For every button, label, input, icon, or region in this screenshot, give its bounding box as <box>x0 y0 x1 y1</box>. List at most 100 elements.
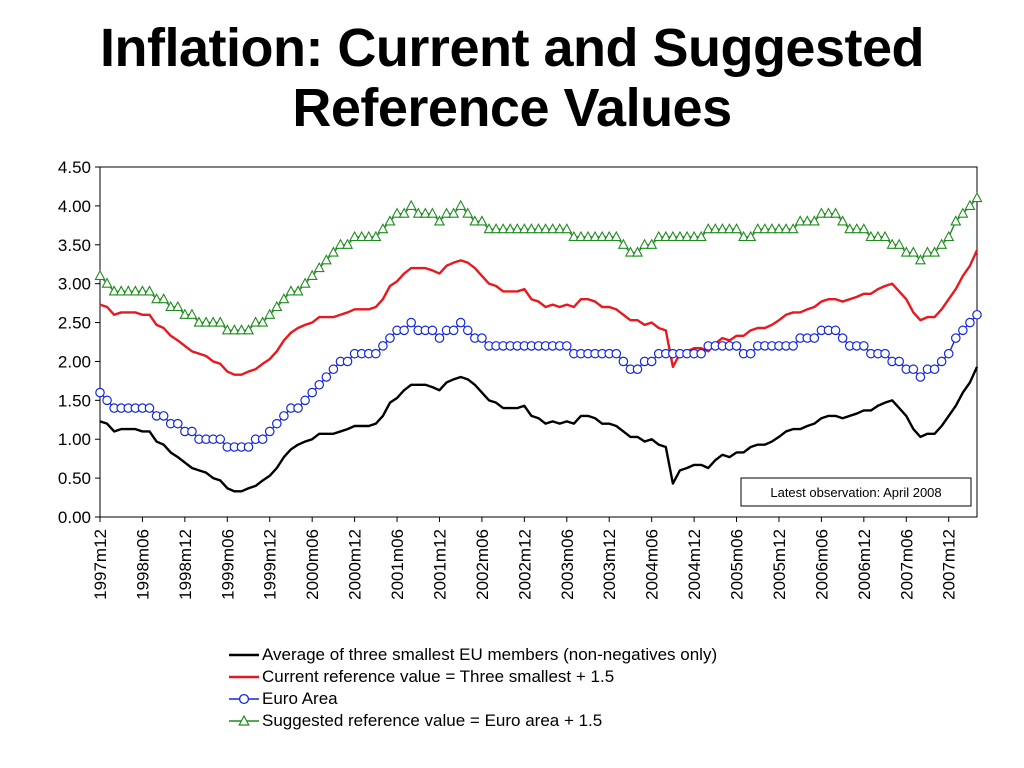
legend-entry: Current reference value = Three smallest… <box>228 666 717 688</box>
data-point <box>568 230 580 242</box>
x-tick-label: 1998m12 <box>176 529 195 600</box>
x-tick-label: 2007m12 <box>940 529 959 600</box>
data-point <box>900 246 912 257</box>
data-point <box>504 223 516 234</box>
data-point <box>391 207 403 218</box>
data-point <box>469 215 481 226</box>
data-point <box>653 230 665 242</box>
data-point <box>611 348 622 359</box>
data-point <box>221 324 233 335</box>
data-point <box>172 418 183 429</box>
data-point <box>929 246 941 257</box>
data-point <box>893 238 905 249</box>
data-point <box>554 223 566 234</box>
data-point <box>342 356 353 367</box>
y-tick-label: 4.00 <box>58 197 91 216</box>
data-point <box>950 215 962 226</box>
x-tick-label: 2005m06 <box>728 529 747 600</box>
annotation-box <box>740 477 972 507</box>
data-point <box>200 316 212 327</box>
data-point <box>94 269 106 280</box>
data-point <box>950 333 961 343</box>
data-point <box>293 403 303 413</box>
data-point <box>186 308 198 319</box>
data-point <box>187 426 197 437</box>
x-tick-label: 2001m06 <box>388 529 407 600</box>
data-point <box>794 215 806 226</box>
data-point <box>865 230 877 242</box>
data-point <box>618 356 629 367</box>
data-point <box>257 434 268 445</box>
data-point <box>965 317 975 328</box>
data-point <box>561 341 572 351</box>
data-point <box>540 223 552 234</box>
data-point <box>667 230 679 242</box>
data-point <box>936 238 948 249</box>
data-point <box>596 230 608 242</box>
data-point <box>914 254 926 265</box>
data-point <box>483 223 495 234</box>
legend-entry: Average of three smallest EU members (no… <box>228 644 717 666</box>
data-point <box>929 364 940 375</box>
x-tick-label: 1997m12 <box>91 529 110 600</box>
x-tick-label: 2001m12 <box>430 529 449 600</box>
series-line <box>99 197 978 332</box>
data-point <box>101 277 113 288</box>
data-point <box>879 230 891 242</box>
legend-label: Suggested reference value = Euro area + … <box>262 711 603 730</box>
data-point <box>462 207 474 218</box>
data-point <box>115 285 127 296</box>
data-point <box>738 230 750 242</box>
data-point <box>476 215 488 226</box>
data-point <box>610 230 622 242</box>
data-point <box>702 223 714 234</box>
data-point <box>830 325 841 336</box>
data-point <box>151 293 163 304</box>
x-tick-label: 2006m12 <box>855 529 874 600</box>
data-point <box>271 300 283 312</box>
y-tick-label: 0.50 <box>58 469 91 488</box>
data-point <box>427 325 438 336</box>
data-point <box>582 230 594 242</box>
data-point <box>108 285 120 296</box>
data-point <box>299 277 311 288</box>
legend-swatch <box>229 675 259 679</box>
x-tick-label: 2000m12 <box>346 529 365 600</box>
series-3 <box>95 309 982 452</box>
data-point <box>631 246 644 257</box>
legend-swatch <box>229 653 259 657</box>
data-point <box>971 191 983 203</box>
data-point <box>264 426 275 437</box>
data-point <box>313 261 325 273</box>
data-point <box>787 223 799 234</box>
data-point <box>455 317 466 328</box>
data-point <box>448 325 459 336</box>
legend-swatch <box>229 693 259 705</box>
data-point <box>957 207 969 218</box>
data-point <box>688 230 700 242</box>
data-point <box>228 324 240 335</box>
annotation-text: Latest observation: April 2008 <box>770 485 941 500</box>
data-point <box>646 238 658 249</box>
x-tick-label: 1999m06 <box>218 529 237 600</box>
data-point <box>851 223 863 234</box>
data-point <box>433 215 446 226</box>
data-point <box>646 356 657 367</box>
data-point <box>371 348 381 359</box>
data-point <box>943 348 954 359</box>
data-point <box>872 230 884 242</box>
data-point <box>406 317 416 328</box>
data-point <box>143 285 156 296</box>
data-point <box>822 207 834 218</box>
x-tick-label: 2004m06 <box>643 529 662 600</box>
y-tick-label: 1.00 <box>58 430 91 449</box>
y-tick-label: 2.00 <box>58 352 91 371</box>
data-point <box>844 223 856 234</box>
data-point <box>193 316 205 327</box>
data-point <box>334 238 346 249</box>
title-line-1: Inflation: Current and Suggested <box>99 18 925 78</box>
data-point <box>752 223 764 234</box>
data-point <box>279 411 289 421</box>
data-point <box>716 223 728 234</box>
